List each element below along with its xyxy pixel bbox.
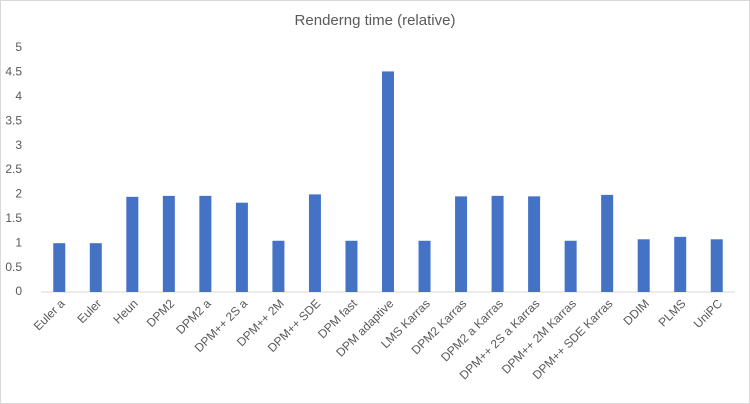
bar [710,239,723,292]
y-tick-label: 0 [15,284,22,298]
y-tick-label: 2.5 [5,162,22,176]
y-tick-label: 3 [15,138,22,152]
bar [89,243,102,292]
bar [455,196,468,292]
y-tick-label: 4 [15,89,22,103]
bar [162,195,175,292]
y-tick-label: 4.5 [5,65,22,79]
y-tick-label: 5 [15,40,22,54]
bar [235,202,248,292]
bar [418,240,431,292]
bar [382,71,394,292]
bar [637,239,650,292]
bar [674,236,687,292]
bar [308,194,321,292]
bar [601,194,614,292]
bar [528,196,541,292]
y-tick-label: 0.5 [5,260,22,274]
bar [199,195,212,292]
y-tick-label: 3.5 [5,113,22,127]
chart-title: Renderng time (relative) [295,12,456,29]
bar [272,240,285,292]
bar [126,196,139,292]
y-tick-label: 1.5 [5,211,22,225]
y-tick-label: 1 [15,235,22,249]
bar [345,240,358,292]
bar [53,243,66,292]
y-tick-label: 2 [15,187,22,201]
bar [564,240,577,292]
bar [491,195,504,292]
